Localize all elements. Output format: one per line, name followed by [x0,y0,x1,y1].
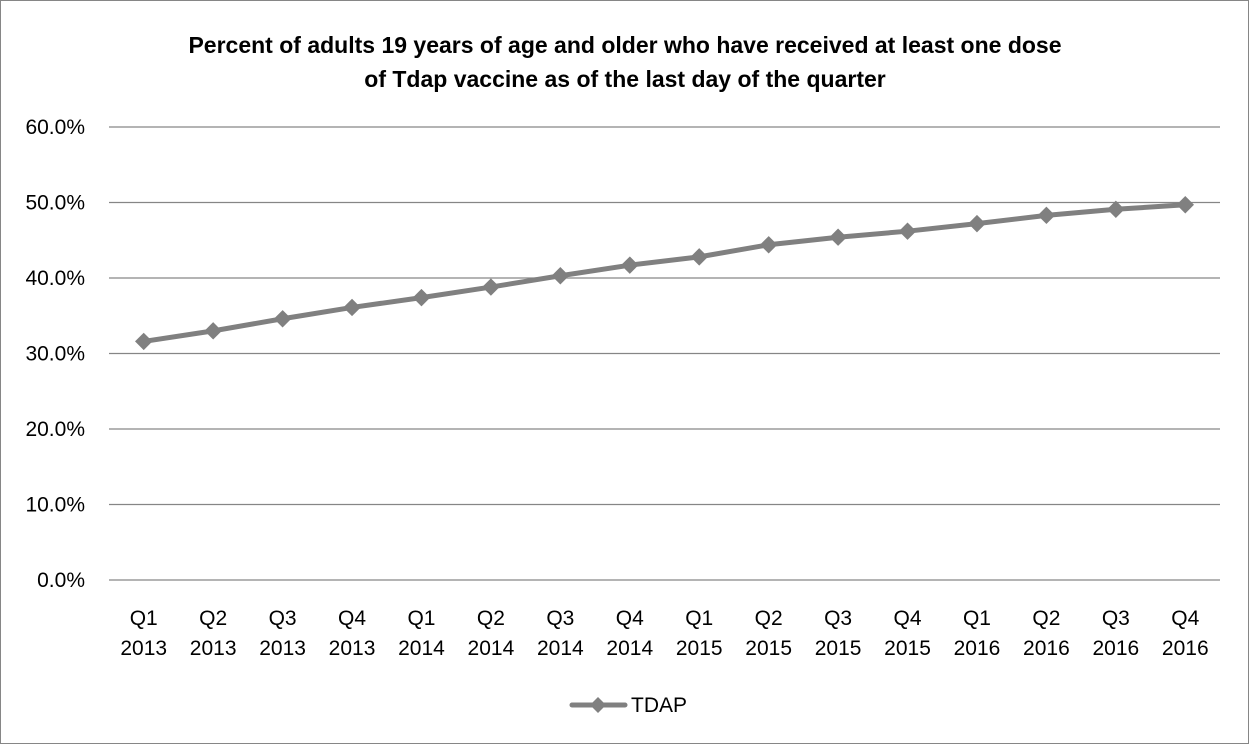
x-tick-label-quarter: Q3 [1102,607,1130,630]
data-point-marker [482,278,500,296]
data-point-marker [1107,200,1125,219]
data-point-marker [759,236,778,254]
series-tdap [135,196,1194,351]
x-tick-label-year: 2013 [329,637,376,660]
data-point-marker [273,310,292,328]
data-point-marker [621,256,639,274]
x-tick-label-year: 2015 [676,637,723,660]
x-tick-label-year: 2013 [120,637,167,660]
x-tick-label-year: 2015 [815,637,862,660]
x-tick-label-quarter: Q2 [1032,607,1060,630]
y-axis-tick-labels: 0.0% 10.0% 20.0% 30.0% 40.0% 50.0% 60.0% [25,116,85,592]
y-tick-label: 20.0% [25,418,85,441]
data-point-marker [551,267,570,285]
chart-title-line-1: Percent of adults 19 years of age and ol… [188,32,1061,58]
x-tick-label-quarter: Q4 [338,607,366,630]
x-tick-label-quarter: Q2 [199,607,227,630]
x-tick-label-quarter: Q1 [407,607,435,630]
x-tick-label-quarter: Q4 [894,607,922,630]
data-point-marker [1176,196,1194,214]
chart-title-line-2: of Tdap vaccine as of the last day of th… [364,66,886,92]
data-point-marker [968,214,986,233]
x-tick-label-quarter: Q1 [685,607,713,630]
data-point-marker [1037,206,1056,225]
data-point-marker [829,228,847,246]
chart-title: Percent of adults 19 years of age and ol… [188,32,1061,92]
y-tick-label: 0.0% [37,569,85,592]
x-tick-label-quarter: Q3 [824,607,852,630]
x-tick-label-year: 2015 [884,637,931,660]
data-point-marker [135,332,153,351]
y-tick-label: 50.0% [25,192,85,215]
y-tick-label: 40.0% [25,267,85,290]
legend-label: TDAP [631,694,687,717]
x-tick-label-year: 2014 [398,637,445,660]
x-axis-tick-labels: Q1 2013 Q2 2013 Q3 2013 Q4 2013 Q1 2014 Q2 2014 Q3 20… [120,607,1208,660]
x-tick-label-year: 2013 [259,637,306,660]
x-tick-label-year: 2015 [745,637,792,660]
data-point-marker [898,222,917,240]
x-tick-label-quarter: Q1 [963,607,991,630]
x-tick-label-year: 2016 [1092,637,1139,660]
legend-marker-swatch [590,697,606,713]
data-point-marker [412,288,431,307]
x-tick-label-year: 2016 [1023,637,1070,660]
x-tick-label-quarter: Q2 [755,607,783,630]
y-tick-label: 10.0% [25,494,85,517]
x-tick-label-quarter: Q1 [130,607,158,630]
y-tick-label: 30.0% [25,343,85,366]
y-tick-label: 60.0% [25,116,85,139]
x-tick-label-year: 2013 [190,637,237,660]
legend: TDAP [569,694,687,717]
x-tick-label-year: 2016 [954,637,1001,660]
x-tick-label-quarter: Q3 [269,607,297,630]
x-tick-label-quarter: Q3 [546,607,574,630]
x-tick-label-year: 2014 [606,637,653,660]
x-tick-label-quarter: Q2 [477,607,505,630]
data-point-marker [204,322,222,340]
data-point-marker [343,298,361,317]
data-point-marker [690,248,708,266]
x-tick-label-quarter: Q4 [1171,607,1199,630]
gridlines [109,126,1220,581]
x-tick-label-year: 2014 [468,637,515,660]
x-tick-label-year: 2014 [537,637,584,660]
x-tick-label-quarter: Q4 [616,607,644,630]
series-line [141,202,1188,344]
x-tick-label-year: 2016 [1162,637,1209,660]
